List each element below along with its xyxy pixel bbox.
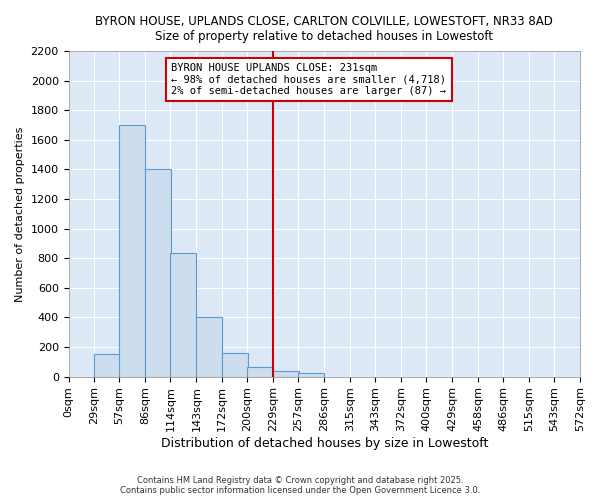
Bar xyxy=(273,372,299,376)
Bar xyxy=(298,373,324,376)
Bar xyxy=(170,253,196,376)
Bar xyxy=(196,318,223,376)
Bar xyxy=(247,366,273,376)
Bar xyxy=(223,353,248,376)
Text: Contains HM Land Registry data © Crown copyright and database right 2025.
Contai: Contains HM Land Registry data © Crown c… xyxy=(120,476,480,495)
Title: BYRON HOUSE, UPLANDS CLOSE, CARLTON COLVILLE, LOWESTOFT, NR33 8AD
Size of proper: BYRON HOUSE, UPLANDS CLOSE, CARLTON COLV… xyxy=(95,15,553,43)
Bar xyxy=(94,354,121,376)
X-axis label: Distribution of detached houses by size in Lowestoft: Distribution of detached houses by size … xyxy=(161,437,488,450)
Bar xyxy=(145,170,172,376)
Bar xyxy=(119,125,145,376)
Y-axis label: Number of detached properties: Number of detached properties xyxy=(15,126,25,302)
Text: BYRON HOUSE UPLANDS CLOSE: 231sqm
← 98% of detached houses are smaller (4,718)
2: BYRON HOUSE UPLANDS CLOSE: 231sqm ← 98% … xyxy=(172,63,446,96)
